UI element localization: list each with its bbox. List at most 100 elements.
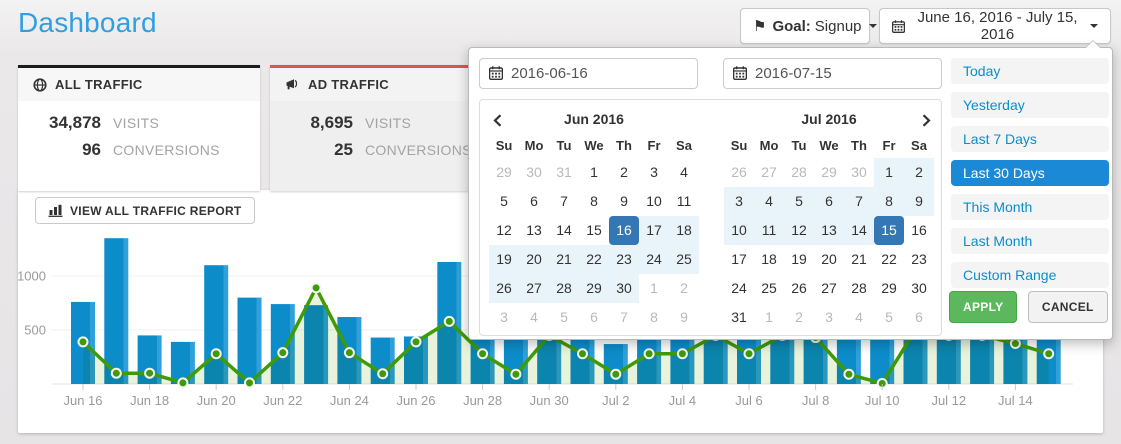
- calendar-day[interactable]: 29: [881, 280, 897, 296]
- calendar-day[interactable]: 28: [791, 164, 807, 180]
- calendar-day[interactable]: 31: [556, 164, 572, 180]
- calendar-day[interactable]: 6: [915, 309, 923, 325]
- calendar-day[interactable]: 27: [519, 274, 549, 303]
- calendar-day[interactable]: 24: [731, 280, 747, 296]
- calendar-day[interactable]: 6: [814, 187, 844, 216]
- calendar-day[interactable]: 28: [549, 274, 579, 303]
- calendar-day[interactable]: 6: [530, 193, 538, 209]
- calendar-day[interactable]: 9: [620, 193, 628, 209]
- calendar-day[interactable]: 31: [731, 309, 747, 325]
- next-month-button[interactable]: [916, 110, 936, 130]
- calendar-day[interactable]: 12: [784, 216, 814, 245]
- preset-this-month[interactable]: This Month: [951, 194, 1109, 220]
- calendar-day[interactable]: 1: [590, 164, 598, 180]
- calendar-day[interactable]: 19: [489, 245, 519, 274]
- calendar-day[interactable]: 2: [680, 280, 688, 296]
- calendar-day[interactable]: 4: [754, 187, 784, 216]
- preset-last-7-days[interactable]: Last 7 Days: [951, 126, 1109, 152]
- calendar-day[interactable]: 5: [500, 193, 508, 209]
- apply-button[interactable]: APPLY: [949, 291, 1018, 323]
- calendar-day[interactable]: 17: [731, 251, 747, 267]
- calendar-day[interactable]: 27: [821, 280, 837, 296]
- calendar-day[interactable]: 16: [609, 216, 639, 245]
- prev-month-button[interactable]: [487, 110, 507, 130]
- calendar-day[interactable]: 3: [724, 187, 754, 216]
- calendar-day[interactable]: 14: [556, 222, 572, 238]
- calendar-day[interactable]: 9: [680, 309, 688, 325]
- calendar-day[interactable]: 27: [761, 164, 777, 180]
- calendar-day[interactable]: 12: [496, 222, 512, 238]
- calendar-day[interactable]: 30: [526, 164, 542, 180]
- calendar-day[interactable]: 28: [851, 280, 867, 296]
- goal-dropdown-button[interactable]: ⚑ Goal: Signup: [740, 8, 877, 44]
- calendar-day[interactable]: 15: [874, 216, 904, 245]
- calendar-day[interactable]: 1: [874, 158, 904, 187]
- calendar-day[interactable]: 24: [639, 245, 669, 274]
- calendar-day[interactable]: 1: [650, 280, 658, 296]
- preset-custom-range[interactable]: Custom Range: [951, 262, 1109, 288]
- end-date-input[interactable]: [723, 58, 942, 89]
- calendar-day[interactable]: 5: [885, 309, 893, 325]
- calendar-day[interactable]: 18: [669, 216, 699, 245]
- calendar-day[interactable]: 2: [904, 158, 934, 187]
- calendar-day[interactable]: 7: [620, 309, 628, 325]
- calendar-day[interactable]: 29: [821, 164, 837, 180]
- cancel-button[interactable]: CANCEL: [1027, 291, 1108, 323]
- calendar-day[interactable]: 4: [680, 164, 688, 180]
- calendar-day[interactable]: 15: [586, 222, 602, 238]
- calendar-day[interactable]: 16: [911, 222, 927, 238]
- calendar-day[interactable]: 30: [911, 280, 927, 296]
- preset-today[interactable]: Today: [951, 58, 1109, 84]
- calendar-day[interactable]: 11: [754, 216, 784, 245]
- calendar-day[interactable]: 3: [650, 164, 658, 180]
- calendar-day[interactable]: 25: [761, 280, 777, 296]
- calendar-day[interactable]: 4: [530, 309, 538, 325]
- calendar-day[interactable]: 8: [650, 309, 658, 325]
- calendar-day[interactable]: 5: [560, 309, 568, 325]
- calendar-day[interactable]: 26: [489, 274, 519, 303]
- calendar-day[interactable]: 20: [821, 251, 837, 267]
- calendar-day[interactable]: 30: [609, 274, 639, 303]
- calendar-day[interactable]: 26: [791, 280, 807, 296]
- calendar-day[interactable]: 3: [825, 309, 833, 325]
- calendar-day[interactable]: 22: [579, 245, 609, 274]
- calendar-day[interactable]: 11: [676, 193, 692, 209]
- calendar-day[interactable]: 29: [579, 274, 609, 303]
- calendar-day[interactable]: 1: [765, 309, 773, 325]
- calendar-day[interactable]: 14: [844, 216, 874, 245]
- start-date-input[interactable]: [479, 58, 698, 89]
- calendar-day[interactable]: 18: [761, 251, 777, 267]
- calendar-day[interactable]: 21: [851, 251, 867, 267]
- calendar-day[interactable]: 10: [646, 193, 662, 209]
- calendar-day[interactable]: 7: [560, 193, 568, 209]
- preset-last-30-days[interactable]: Last 30 Days: [951, 160, 1109, 186]
- calendar-day[interactable]: 2: [620, 164, 628, 180]
- calendar-day[interactable]: 4: [855, 309, 863, 325]
- calendar-day[interactable]: 7: [844, 187, 874, 216]
- calendar-day[interactable]: 19: [791, 251, 807, 267]
- calendar-day[interactable]: 9: [904, 187, 934, 216]
- calendar-day[interactable]: 17: [639, 216, 669, 245]
- calendar-day[interactable]: 10: [724, 216, 754, 245]
- calendar-day[interactable]: 13: [526, 222, 542, 238]
- calendar-day[interactable]: 29: [496, 164, 512, 180]
- preset-last-month[interactable]: Last Month: [951, 228, 1109, 254]
- calendar-day[interactable]: 21: [549, 245, 579, 274]
- calendar-day[interactable]: 25: [669, 245, 699, 274]
- preset-yesterday[interactable]: Yesterday: [951, 92, 1109, 118]
- calendar-day[interactable]: 30: [851, 164, 867, 180]
- date-range-button[interactable]: June 16, 2016 - July 15, 2016: [879, 8, 1111, 44]
- view-all-traffic-report-button[interactable]: VIEW ALL TRAFFIC REPORT: [35, 197, 255, 224]
- calendar-day[interactable]: 8: [590, 193, 598, 209]
- calendar-day[interactable]: 3: [500, 309, 508, 325]
- calendar-day[interactable]: 20: [519, 245, 549, 274]
- calendar-day[interactable]: 22: [881, 251, 897, 267]
- calendar-day[interactable]: 2: [795, 309, 803, 325]
- calendar-day[interactable]: 23: [911, 251, 927, 267]
- tab-all-traffic[interactable]: ALL TRAFFIC 34,878 VISITS 96 CONVERSIONS: [18, 65, 260, 191]
- calendar-day[interactable]: 5: [784, 187, 814, 216]
- calendar-day[interactable]: 13: [814, 216, 844, 245]
- calendar-day[interactable]: 8: [874, 187, 904, 216]
- calendar-day[interactable]: 26: [731, 164, 747, 180]
- calendar-day[interactable]: 6: [590, 309, 598, 325]
